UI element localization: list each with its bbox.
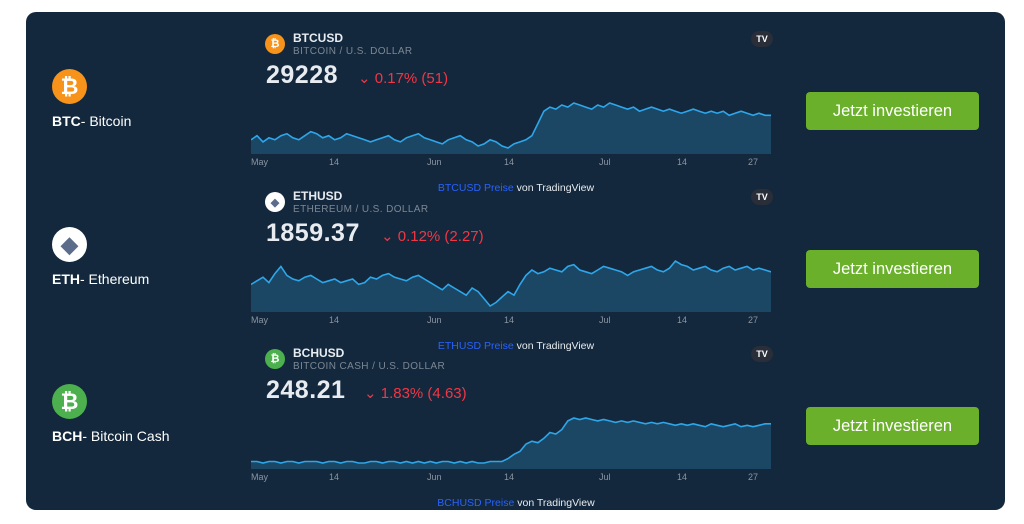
asset-row: ◆ ETH- Ethereum ◆ ETHUSD ETHEREUM / U.S.… <box>26 189 1005 352</box>
price-value: 248.21 <box>266 376 346 404</box>
time-axis: May 14 Jun 14 Jul 14 27 <box>251 315 773 327</box>
coin-code: ETH <box>52 271 80 287</box>
attribution-text: von TradingView <box>513 182 595 194</box>
axis-tick-label: 14 <box>329 472 340 482</box>
axis-tick-label: 27 <box>748 157 759 167</box>
attribution-link[interactable]: BTCUSD Preise <box>437 182 514 194</box>
ethereum-icon: ◆ <box>265 192 285 212</box>
bitcoin-cash-icon: ₿ <box>52 384 87 419</box>
axis-tick-label: 14 <box>329 157 340 167</box>
coin-name: - Ethereum <box>80 271 150 287</box>
axis-tick-label: Jun <box>427 315 442 325</box>
axis-tick-label: 14 <box>677 315 688 325</box>
attribution: BCHUSD Preise von TradingView <box>251 497 781 509</box>
axis-tick-label: 27 <box>748 315 759 325</box>
bitcoin-icon: ₿ <box>52 69 87 104</box>
pair-name: ETHEREUM / U.S. DOLLAR <box>293 204 429 215</box>
coin-label: ETH- Ethereum <box>52 271 252 287</box>
chart-line <box>251 259 771 308</box>
chart-area <box>251 261 771 312</box>
attribution-text: von TradingView <box>513 340 595 352</box>
price-change: ⌄ 0.17% (51) <box>358 70 449 87</box>
coin-info: ₿ BCH- Bitcoin Cash <box>52 384 252 444</box>
chart-area <box>251 103 771 154</box>
bitcoin-cash-icon: ₿ <box>265 349 285 369</box>
tradingview-logo-icon[interactable]: TV <box>751 31 773 47</box>
bitcoin-icon: ₿ <box>265 34 285 54</box>
price-value: 1859.37 <box>266 219 360 247</box>
chart-area <box>251 418 771 469</box>
pair-name: BITCOIN / U.S. DOLLAR <box>293 46 413 57</box>
axis-tick-label: May <box>251 315 269 325</box>
axis-tick-label: Jul <box>599 157 611 167</box>
symbol-label[interactable]: BTCUSD <box>293 31 343 45</box>
invest-button[interactable]: Jetzt investieren <box>806 250 979 288</box>
axis-tick-label: 14 <box>677 157 688 167</box>
price-chart[interactable] <box>251 414 771 469</box>
axis-tick-label: 14 <box>504 157 515 167</box>
axis-tick-label: Jul <box>599 472 611 482</box>
axis-tick-label: Jun <box>427 157 442 167</box>
invest-button[interactable]: Jetzt investieren <box>806 92 979 130</box>
coin-code: BCH <box>52 428 83 444</box>
axis-tick-label: 14 <box>329 315 340 325</box>
coin-name: - Bitcoin Cash <box>82 428 170 444</box>
invest-button[interactable]: Jetzt investieren <box>806 407 979 445</box>
asset-row: ₿ BCH- Bitcoin Cash ₿ BCHUSD BITCOIN CAS… <box>26 346 1005 509</box>
attribution-link[interactable]: ETHUSD Preise <box>437 340 514 352</box>
coin-name: - Bitcoin <box>80 113 132 129</box>
attribution-link[interactable]: BCHUSD Preise <box>437 497 515 509</box>
axis-tick-label: Jun <box>427 472 442 482</box>
time-axis: May 14 Jun 14 Jul 14 27 <box>251 157 773 169</box>
axis-tick-label: 14 <box>677 472 688 482</box>
price-chart[interactable] <box>251 257 771 312</box>
pair-name: BITCOIN CASH / U.S. DOLLAR <box>293 361 446 372</box>
tradingview-widget[interactable]: ₿ BCHUSD BITCOIN CASH / U.S. DOLLAR 248.… <box>251 346 773 509</box>
tradingview-logo-icon[interactable]: TV <box>751 346 773 362</box>
asset-row: ₿ BTC- Bitcoin ₿ BTCUSD BITCOIN / U.S. D… <box>26 31 1005 194</box>
ethereum-icon: ◆ <box>52 227 87 262</box>
coin-info: ₿ BTC- Bitcoin <box>52 69 252 129</box>
coin-info: ◆ ETH- Ethereum <box>52 227 252 287</box>
axis-tick-label: 27 <box>748 472 759 482</box>
axis-tick-label: 14 <box>504 472 515 482</box>
price-change: ⌄ 1.83% (4.63) <box>364 385 467 402</box>
price-value: 29228 <box>266 61 339 89</box>
axis-tick-label: May <box>251 472 269 482</box>
attribution: BTCUSD Preise von TradingView <box>251 182 781 194</box>
coin-code: BTC <box>52 113 81 129</box>
tradingview-logo-icon[interactable]: TV <box>751 189 773 205</box>
axis-tick-label: May <box>251 157 269 167</box>
tradingview-widget[interactable]: ◆ ETHUSD ETHEREUM / U.S. DOLLAR 1859.37 … <box>251 189 773 352</box>
symbol-label[interactable]: BCHUSD <box>293 346 345 360</box>
attribution-text: von TradingView <box>514 497 595 509</box>
crypto-panel: ₿ BTC- Bitcoin ₿ BTCUSD BITCOIN / U.S. D… <box>26 12 1005 510</box>
tradingview-widget[interactable]: ₿ BTCUSD BITCOIN / U.S. DOLLAR 29228 ⌄ 0… <box>251 31 773 194</box>
axis-tick-label: Jul <box>599 315 611 325</box>
chart-line <box>251 102 771 149</box>
price-chart[interactable] <box>251 99 771 154</box>
chart-line <box>251 417 771 464</box>
symbol-label[interactable]: ETHUSD <box>293 189 343 203</box>
attribution: ETHUSD Preise von TradingView <box>251 340 781 352</box>
axis-tick-label: 14 <box>504 315 515 325</box>
coin-label: BCH- Bitcoin Cash <box>52 428 252 444</box>
time-axis: May 14 Jun 14 Jul 14 27 <box>251 472 773 484</box>
price-change: ⌄ 0.12% (2.27) <box>381 228 484 245</box>
coin-label: BTC- Bitcoin <box>52 113 252 129</box>
